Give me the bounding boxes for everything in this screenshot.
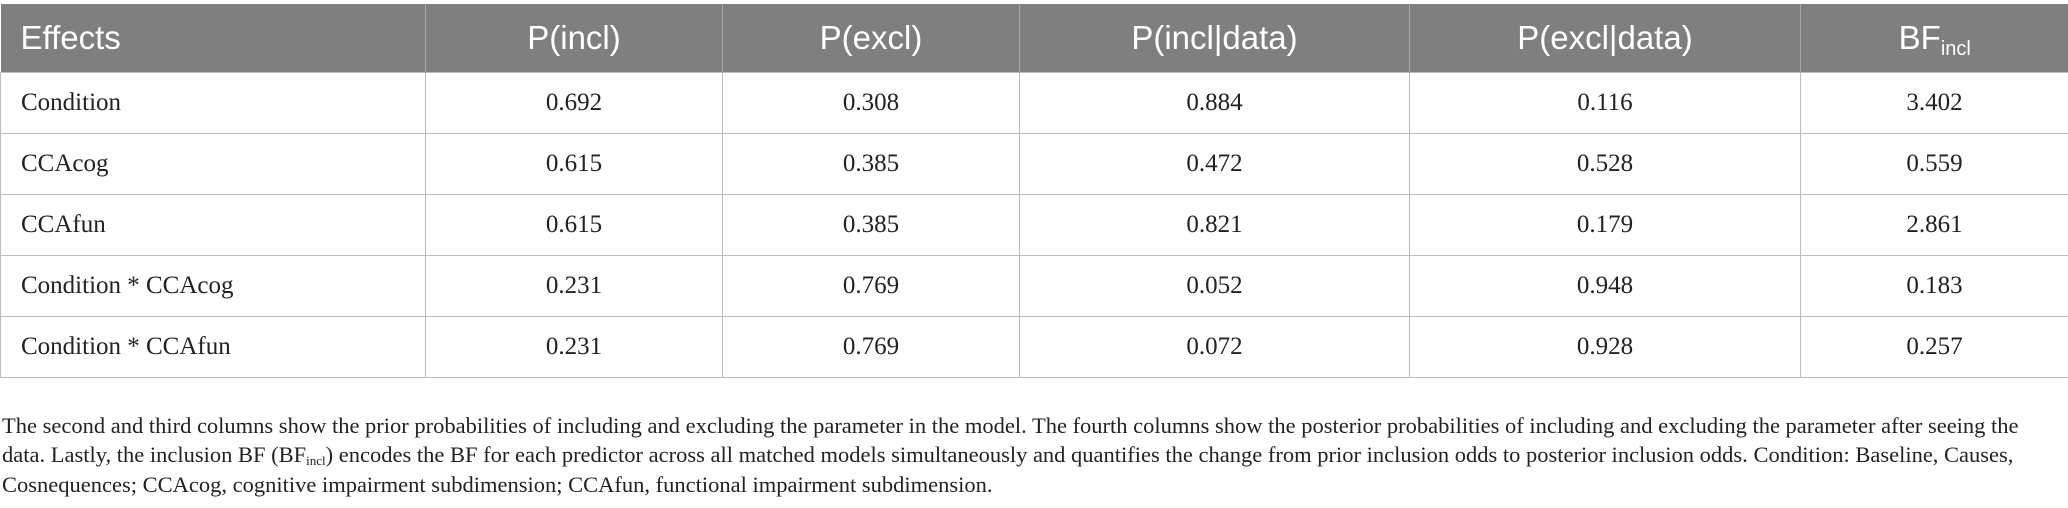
cell-bf-incl: 3.402 bbox=[1800, 71, 2068, 134]
cell-p-excl: 0.385 bbox=[722, 132, 1020, 195]
cell-bf-incl: 2.861 bbox=[1800, 193, 2068, 256]
header-effects: Effects bbox=[20, 18, 121, 56]
cell-p-excl: 0.769 bbox=[722, 315, 1020, 378]
cell-p-incl-data: 0.072 bbox=[1019, 315, 1410, 378]
cell-p-excl-data: 0.179 bbox=[1409, 193, 1801, 256]
header-p-incl: P(incl) bbox=[425, 4, 723, 72]
cell-p-incl: 0.692 bbox=[425, 71, 723, 134]
cell-bf-incl: 0.257 bbox=[1800, 315, 2068, 378]
table-row: Condition 0.692 0.308 0.884 0.116 3.402 bbox=[0, 71, 2068, 134]
cell-p-excl-data: 0.116 bbox=[1409, 71, 1801, 134]
header-p-excl: P(excl) bbox=[722, 4, 1020, 72]
header-bf-sub: incl bbox=[1940, 37, 1971, 60]
table-row: Condition * CCAcog 0.231 0.769 0.052 0.9… bbox=[0, 254, 2068, 317]
table-header: Effects P(incl) P(excl) P(incl|data) P(e… bbox=[0, 4, 2068, 72]
footnote-subscript: incl bbox=[306, 453, 326, 468]
header-row: Effects P(incl) P(excl) P(incl|data) P(e… bbox=[0, 4, 2068, 72]
footnote-part-2: ) encodes the BF for each predictor acro… bbox=[2, 442, 2014, 497]
cell-effect: CCAfun bbox=[0, 193, 426, 256]
table-row: CCAfun 0.615 0.385 0.821 0.179 2.861 bbox=[0, 193, 2068, 256]
cell-effect: Condition * CCAcog bbox=[0, 254, 426, 317]
cell-effect: Condition * CCAfun bbox=[0, 315, 426, 378]
table-footnote: The second and third columns show the pr… bbox=[2, 411, 2052, 500]
cell-bf-incl: 0.559 bbox=[1800, 132, 2068, 195]
table-row: Condition * CCAfun 0.231 0.769 0.072 0.9… bbox=[0, 315, 2068, 378]
cell-effect: Condition bbox=[0, 71, 426, 134]
header-p-incl-data: P(incl|data) bbox=[1019, 4, 1410, 72]
footnote-part-1: The second and third columns show the pr… bbox=[2, 412, 2019, 468]
cell-p-excl: 0.769 bbox=[722, 254, 1020, 317]
cell-p-excl: 0.385 bbox=[722, 193, 1020, 256]
cell-effect: CCAcog bbox=[0, 132, 426, 195]
header-bf-incl: BFincl bbox=[1800, 4, 2068, 72]
cell-p-incl-data: 0.052 bbox=[1019, 254, 1410, 317]
inclusion-probabilities-table: Effects P(incl) P(excl) P(incl|data) P(e… bbox=[0, 4, 2068, 378]
cell-p-excl-data: 0.528 bbox=[1409, 132, 1801, 195]
header-bf-main: BF bbox=[1898, 18, 1941, 56]
cell-p-incl: 0.231 bbox=[425, 315, 723, 378]
cell-p-incl-data: 0.472 bbox=[1019, 132, 1410, 195]
cell-p-excl-data: 0.928 bbox=[1409, 315, 1801, 378]
cell-p-incl: 0.231 bbox=[425, 254, 723, 317]
cell-p-incl-data: 0.884 bbox=[1019, 71, 1410, 134]
header-p-excl-data: P(excl|data) bbox=[1409, 4, 1801, 72]
table-row: CCAcog 0.615 0.385 0.472 0.528 0.559 bbox=[0, 132, 2068, 195]
cell-p-excl-data: 0.948 bbox=[1409, 254, 1801, 317]
table-body: Condition 0.692 0.308 0.884 0.116 3.402 … bbox=[0, 71, 2068, 378]
cell-p-excl: 0.308 bbox=[722, 71, 1020, 134]
cell-p-incl: 0.615 bbox=[425, 132, 723, 195]
cell-p-incl: 0.615 bbox=[425, 193, 723, 256]
cell-bf-incl: 0.183 bbox=[1800, 254, 2068, 317]
cell-p-incl-data: 0.821 bbox=[1019, 193, 1410, 256]
results-table-container: Effects P(incl) P(excl) P(incl|data) P(e… bbox=[0, 4, 2068, 378]
